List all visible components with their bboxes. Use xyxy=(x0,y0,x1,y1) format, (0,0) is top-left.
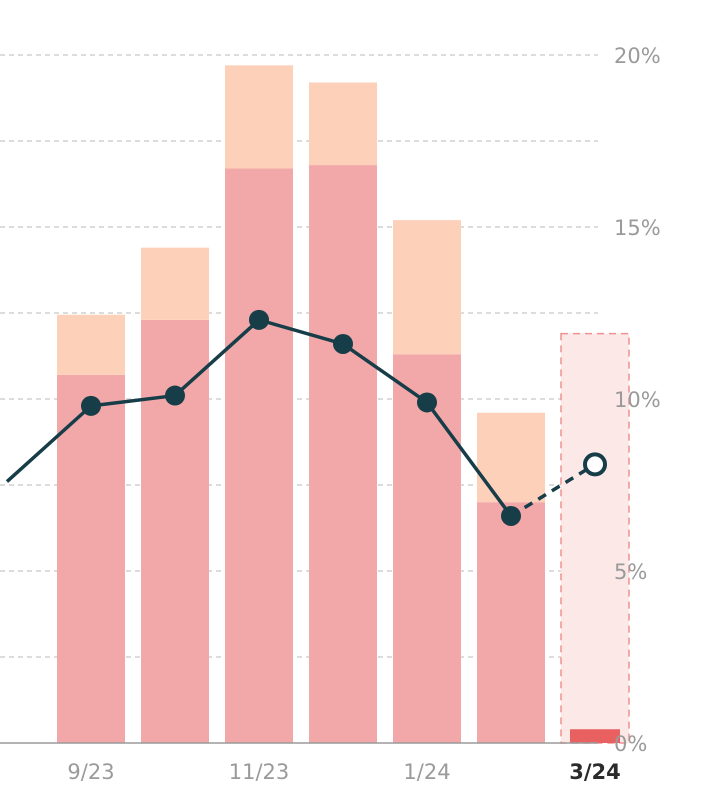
rate-line-projected xyxy=(510,462,596,518)
rate-point xyxy=(165,385,185,406)
rate-point xyxy=(417,392,437,413)
rate-point xyxy=(501,505,521,526)
y-axis: 0% 5% 10% 15% 20% xyxy=(614,44,661,756)
rate-point xyxy=(249,309,269,330)
bar-top xyxy=(477,412,545,503)
y-tick-label: 20% xyxy=(614,44,661,68)
rate-point xyxy=(333,333,353,354)
bar-top xyxy=(309,82,377,166)
bar-current xyxy=(570,729,620,743)
rate-point xyxy=(81,395,101,416)
bar-base xyxy=(477,502,545,743)
bar-base xyxy=(393,354,461,743)
bar-top xyxy=(393,220,461,355)
y-tick-label: 0% xyxy=(614,732,647,756)
x-axis: 9/23 11/23 1/24 3/24 xyxy=(0,742,621,784)
rate-line xyxy=(5,309,607,526)
x-tick-label: 1/24 xyxy=(403,760,450,784)
y-tick-label: 5% xyxy=(614,560,647,584)
bar-top xyxy=(225,65,293,169)
bar-base xyxy=(309,165,377,743)
bar-top xyxy=(57,314,125,375)
x-tick-label: 3/24 xyxy=(569,760,621,784)
projected-bar xyxy=(560,332,630,744)
bars xyxy=(57,65,630,744)
y-tick-label: 10% xyxy=(614,388,661,412)
bar-top xyxy=(141,247,209,320)
bar-base xyxy=(141,319,209,743)
y-tick-label: 15% xyxy=(614,216,661,240)
bar-base xyxy=(225,168,293,743)
rate-point-projected xyxy=(583,452,607,477)
x-tick-label: 11/23 xyxy=(229,760,290,784)
bar-base xyxy=(57,374,125,743)
x-tick-label: 9/23 xyxy=(67,760,114,784)
